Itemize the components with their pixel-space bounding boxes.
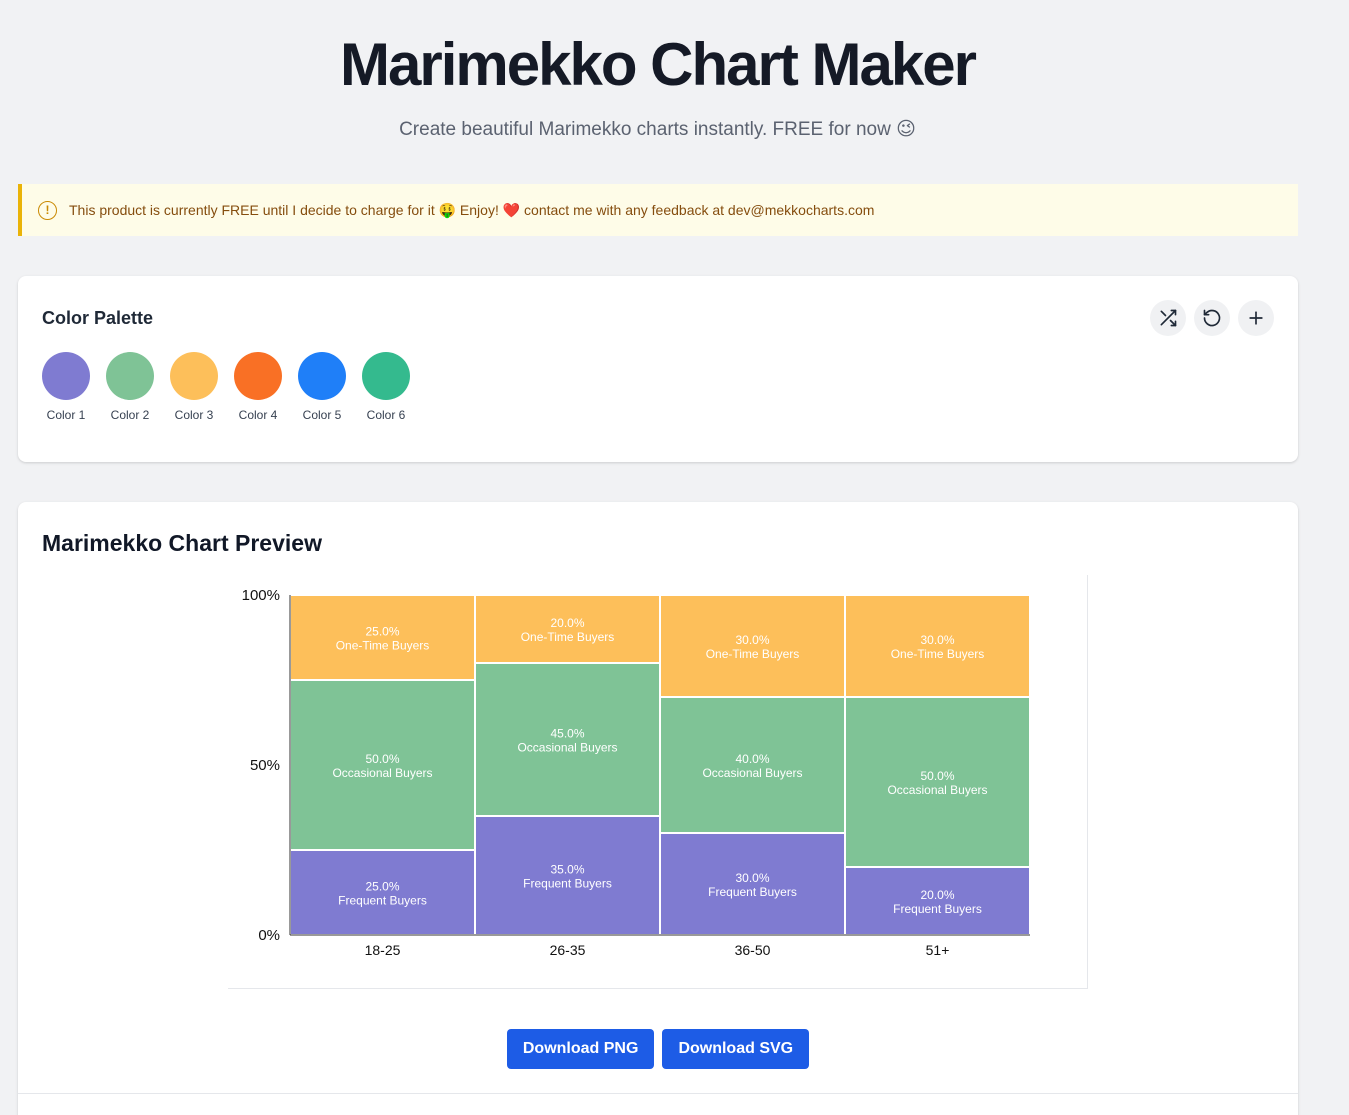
segment-rect: [844, 696, 1031, 868]
download-svg-button[interactable]: Download SVG: [662, 1029, 810, 1069]
segment-series-label: One-Time Buyers: [521, 630, 615, 644]
swatch-color-circle[interactable]: [234, 352, 282, 400]
x-tick-label: 18-25: [365, 942, 401, 958]
swatch-label: Color 2: [110, 408, 150, 422]
swatch-label: Color 6: [366, 408, 406, 422]
free-notice-banner: ! This product is currently FREE until I…: [18, 184, 1298, 236]
page-title: Marimekko Chart Maker: [340, 31, 977, 98]
segment-rect: [659, 594, 846, 698]
segment-series-label: Occasional Buyers: [702, 766, 802, 780]
segment-value-label: 25.0%: [365, 625, 399, 639]
segment-rect: [289, 849, 476, 936]
shuffle-colors-button[interactable]: [1150, 300, 1186, 336]
swatch-label: Color 1: [46, 408, 86, 422]
segment-value-label: 50.0%: [365, 752, 399, 766]
segment-value-label: 50.0%: [920, 769, 954, 783]
segment-series-label: Occasional Buyers: [517, 741, 617, 755]
reset-colors-button[interactable]: [1194, 300, 1230, 336]
color-swatch-4[interactable]: Color 4: [234, 352, 282, 422]
segment-rect: [474, 594, 661, 664]
segment-value-label: 40.0%: [735, 752, 769, 766]
swatch-label: Color 5: [302, 408, 342, 422]
segment-rect: [474, 815, 661, 936]
chart-preview-title: Marimekko Chart Preview: [42, 530, 322, 556]
segment-series-label: Occasional Buyers: [332, 766, 432, 780]
page-subtitle: Create beautiful Marimekko charts instan…: [399, 119, 916, 140]
swatch-color-circle[interactable]: [362, 352, 410, 400]
swatch-color-circle[interactable]: [42, 352, 90, 400]
notice-text: This product is currently FREE until I d…: [69, 201, 875, 218]
y-tick-label: 0%: [258, 927, 280, 944]
color-swatch-2[interactable]: Color 2: [106, 352, 154, 422]
segment-value-label: 45.0%: [550, 727, 584, 741]
segment-rect: [289, 679, 476, 851]
color-swatch-3[interactable]: Color 3: [170, 352, 218, 422]
shuffle-icon: [1160, 309, 1177, 327]
segment-series-label: One-Time Buyers: [336, 639, 430, 653]
color-swatch-5[interactable]: Color 5: [298, 352, 346, 422]
reset-icon: [1203, 309, 1221, 327]
segment-series-label: Frequent Buyers: [893, 902, 982, 916]
segment-series-label: Frequent Buyers: [338, 894, 427, 908]
color-swatches: Color 1 Color 2 Color 3 Color 4 Color 5 Color…: [42, 352, 410, 422]
download-actions: Download PNG Download SVG: [18, 1029, 1298, 1069]
marimekko-segment: 20.0%One-Time Buyers: [474, 594, 661, 664]
x-tick-label: 26-35: [550, 942, 586, 958]
marimekko-segment: 30.0%One-Time Buyers: [659, 594, 846, 698]
marimekko-segment: 30.0%One-Time Buyers: [844, 594, 1031, 698]
marimekko-segment: 30.0%Frequent Buyers: [659, 832, 846, 936]
marimekko-segment: 50.0%Occasional Buyers: [844, 696, 1031, 868]
segment-rect: [844, 594, 1031, 698]
segment-rect: [844, 866, 1031, 936]
card-divider: [18, 1093, 1298, 1094]
segment-series-label: One-Time Buyers: [706, 647, 800, 661]
color-swatch-6[interactable]: Color 6: [362, 352, 410, 422]
color-swatch-1[interactable]: Color 1: [42, 352, 90, 422]
marimekko-segment: 35.0%Frequent Buyers: [474, 815, 661, 936]
swatch-label: Color 4: [238, 408, 278, 422]
segment-value-label: 35.0%: [550, 863, 584, 877]
segment-series-label: One-Time Buyers: [891, 647, 985, 661]
segment-value-label: 30.0%: [920, 633, 954, 647]
marimekko-segment: 45.0%Occasional Buyers: [474, 662, 661, 817]
palette-title: Color Palette: [42, 308, 154, 328]
segment-value-label: 20.0%: [550, 616, 584, 630]
segment-value-label: 25.0%: [365, 880, 399, 894]
marimekko-segment: 40.0%Occasional Buyers: [659, 696, 846, 834]
segment-series-label: Occasional Buyers: [887, 783, 987, 797]
segment-series-label: Frequent Buyers: [523, 877, 612, 891]
marimekko-segment: 50.0%Occasional Buyers: [289, 679, 476, 851]
segment-rect: [474, 662, 661, 817]
segment-value-label: 20.0%: [920, 888, 954, 902]
chart-preview-card: Marimekko Chart Preview 25.0% Frequent Bu…: [18, 502, 1298, 1115]
download-png-button[interactable]: Download PNG: [506, 1029, 655, 1069]
x-tick-label: 51+: [926, 942, 950, 958]
plus-icon: [1249, 311, 1263, 325]
color-palette-card: Color Palette Color 1 Color 2 Color 3 Color…: [18, 276, 1298, 462]
swatch-color-circle[interactable]: [170, 352, 218, 400]
segment-series-label: Frequent Buyers: [708, 885, 797, 899]
swatch-color-circle[interactable]: [106, 352, 154, 400]
marimekko-segment: 20.0%Frequent Buyers: [844, 866, 1031, 936]
add-color-button[interactable]: [1238, 300, 1274, 336]
segment-value-label: 30.0%: [735, 871, 769, 885]
y-tick-label: 50%: [250, 757, 280, 774]
segment-rect: [659, 696, 846, 834]
swatch-label: Color 3: [174, 408, 214, 422]
palette-actions: [1150, 300, 1274, 336]
y-tick-label: 100%: [242, 587, 280, 604]
marimekko-segment: 25.0%Frequent Buyers: [289, 849, 476, 936]
segment-value-label: 30.0%: [735, 633, 769, 647]
swatch-color-circle[interactable]: [298, 352, 346, 400]
x-tick-label: 36-50: [735, 942, 771, 958]
chart-frame: 25.0% Frequent Buyers 50.0% Occasional Buye…: [228, 575, 1088, 989]
segment-rect: [289, 594, 476, 681]
marimekko-segment: 25.0%One-Time Buyers: [289, 594, 476, 681]
exclamation-circle-icon: !: [38, 200, 57, 220]
